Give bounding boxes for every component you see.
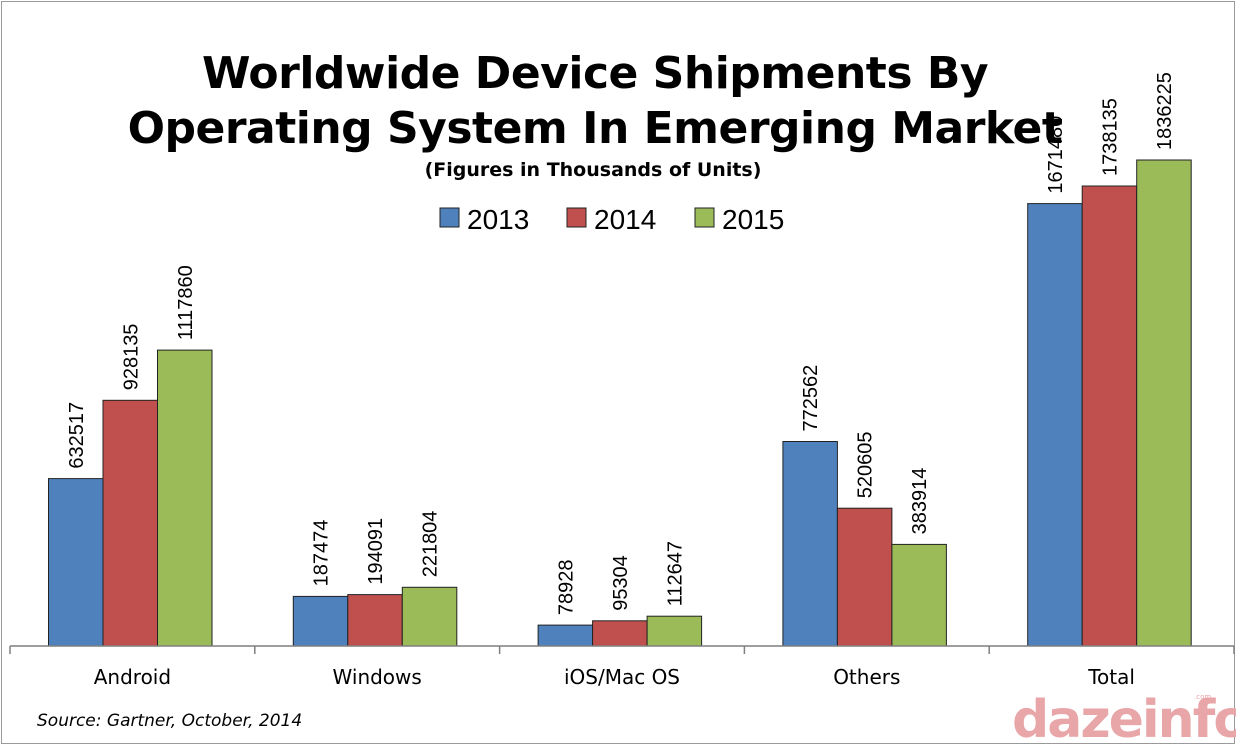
chart-subtitle: (Figures in Thousands of Units) xyxy=(425,159,762,181)
legend-swatch-2013 xyxy=(439,207,460,228)
logo-text: dazeinfo xyxy=(1012,690,1236,745)
bar-total-2014 xyxy=(1081,185,1138,647)
bar-windows-2013 xyxy=(292,595,349,647)
bar-android-2015 xyxy=(157,349,213,647)
chart-title-line-1: Worldwide Device Shipments By xyxy=(202,48,988,99)
data-label: 1117860 xyxy=(175,265,197,340)
bar-ios-mac-os-2013 xyxy=(537,624,594,647)
category-label: Others xyxy=(833,665,900,689)
legend-swatch-2015 xyxy=(694,207,715,228)
category-label: Windows xyxy=(333,665,422,689)
data-label: 112647 xyxy=(664,541,686,606)
data-label: 1671480 xyxy=(1045,116,1067,194)
data-label: 520605 xyxy=(855,431,877,498)
data-label: 221804 xyxy=(420,511,442,578)
bar-total-2013 xyxy=(1027,203,1083,647)
data-label: 1738135 xyxy=(1100,98,1122,176)
bar-android-2013 xyxy=(48,478,104,647)
legend-label-2015: 2015 xyxy=(722,204,784,235)
category-label: Android xyxy=(94,665,171,689)
bar-total-2015 xyxy=(1136,159,1192,647)
data-label: 772562 xyxy=(800,365,822,432)
bar-android-2014 xyxy=(102,399,158,647)
category-label: iOS/Mac OS xyxy=(564,665,680,689)
data-label: 194091 xyxy=(365,518,387,585)
data-label: 632517 xyxy=(66,402,88,469)
bar-windows-2014 xyxy=(347,594,403,647)
data-label: 383914 xyxy=(909,468,931,535)
bar-windows-2015 xyxy=(401,586,458,647)
bar-others-2013 xyxy=(782,441,838,647)
dazeinfo-logo: dazeinfo .com xyxy=(1012,690,1236,745)
data-label: 1836225 xyxy=(1154,72,1176,150)
category-label: Total xyxy=(1087,665,1135,689)
bar-ios-mac-os-2014 xyxy=(592,620,648,647)
legend-swatch-2014 xyxy=(566,207,587,228)
legend-label-2014: 2014 xyxy=(594,204,656,235)
data-label: 928135 xyxy=(120,324,142,391)
source-note: Source: Gartner, October, 2014 xyxy=(37,711,302,731)
logo-suffix: .com xyxy=(1194,693,1211,701)
legend: 2013 2014 2015 xyxy=(439,204,784,235)
bars: 632517 928135 1117860 187474 194091 221804 789… xyxy=(48,72,1192,647)
bar-others-2015 xyxy=(891,543,947,647)
chart-title-line-2: Operating System In Emerging Market xyxy=(128,103,1063,154)
data-label: 95304 xyxy=(610,555,632,611)
bar-ios-mac-os-2015 xyxy=(646,615,703,647)
x-axis: Android Windows iOS/Mac OS Others Total xyxy=(9,645,1235,689)
legend-label-2013: 2013 xyxy=(467,204,529,235)
data-label: 187474 xyxy=(311,520,333,587)
data-label: 78928 xyxy=(555,559,577,615)
bar-others-2014 xyxy=(836,507,893,647)
